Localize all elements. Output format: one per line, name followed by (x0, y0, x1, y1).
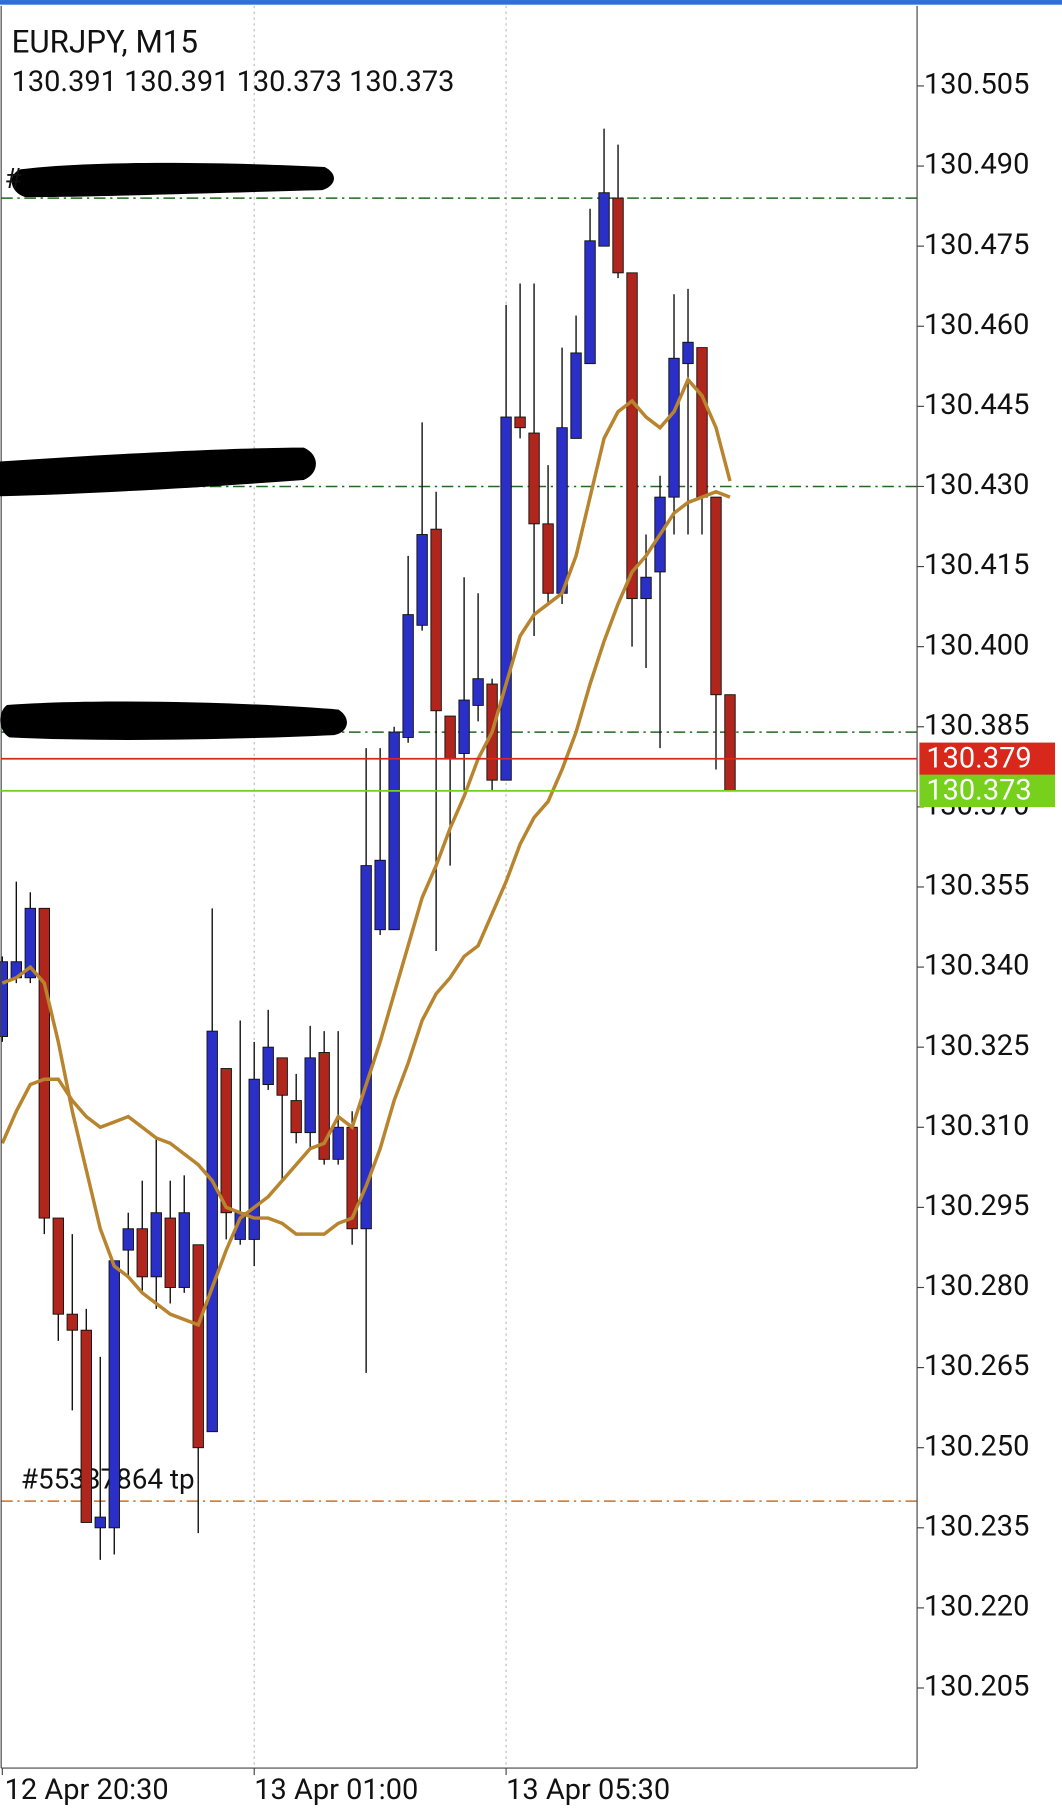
candle-body (626, 272, 638, 600)
candle-body (38, 907, 50, 1219)
y-tick-label: 130.385 (924, 708, 1029, 742)
candle-body (444, 715, 456, 760)
candle-body (0, 961, 8, 1037)
y-tick-label: 130.280 (924, 1269, 1029, 1303)
y-tick-label: 130.250 (924, 1429, 1029, 1463)
status-bar (0, 0, 1062, 5)
redaction-blob (11, 162, 334, 198)
candle-body (136, 1228, 148, 1278)
candle-body (416, 534, 428, 626)
redaction-blob (0, 701, 347, 740)
bid-label-box (919, 742, 1056, 776)
moving-average (0, 489, 731, 1236)
candle-body (570, 352, 582, 439)
candle-body (402, 614, 414, 738)
x-tick-label: 12 Apr 20:30 (5, 1773, 169, 1807)
plot-area: #55337864 tp (0, 5, 918, 1769)
candle-body (514, 416, 526, 429)
candle-body (304, 1057, 316, 1134)
ask-label: 130.373 (926, 774, 1031, 808)
candle-body (542, 523, 554, 594)
candle-body (206, 1030, 218, 1433)
candle-body (290, 1100, 302, 1134)
candle-body (164, 1217, 176, 1288)
y-tick-label: 130.235 (924, 1509, 1029, 1543)
y-tick-label: 130.310 (924, 1109, 1029, 1143)
candle-body (682, 341, 694, 365)
trade-level-label: #55337864 tp (21, 1463, 195, 1496)
candle-body (94, 1516, 106, 1529)
candle-body (668, 357, 680, 498)
candle-body (556, 427, 568, 594)
y-tick-label: 130.355 (924, 869, 1029, 903)
candle-body (332, 1126, 344, 1160)
candle-body (220, 1068, 232, 1214)
y-tick-label: 130.475 (924, 228, 1029, 262)
candle-body (24, 907, 36, 979)
candle-body (122, 1228, 134, 1251)
candle-body (500, 416, 512, 781)
candle-body (724, 694, 736, 792)
candle-body (472, 678, 484, 706)
candle-body (80, 1329, 92, 1523)
candle-body (388, 731, 400, 931)
candle-body (108, 1260, 120, 1529)
candle-body (262, 1046, 274, 1086)
y-tick-label: 130.400 (924, 628, 1029, 662)
x-tick-label: 13 Apr 01:00 (254, 1773, 418, 1807)
chart-title: EURJPY, M15 (12, 23, 198, 60)
candle-body (598, 192, 610, 247)
y-tick-label: 130.460 (924, 308, 1029, 342)
candle-body (248, 1078, 260, 1240)
candle-body (52, 1217, 64, 1315)
y-tick-label: 130.220 (924, 1590, 1029, 1624)
y-tick-label: 130.340 (924, 949, 1029, 983)
candle-body (150, 1212, 162, 1278)
candle-body (360, 865, 372, 1230)
y-tick-label: 130.445 (924, 388, 1029, 422)
x-tick-label: 13 Apr 05:30 (506, 1773, 670, 1807)
y-tick-label: 130.295 (924, 1189, 1029, 1223)
candle-body (458, 699, 470, 754)
candle-body (66, 1313, 78, 1331)
candle-body (178, 1212, 190, 1288)
candle-body (696, 347, 708, 498)
candle-body (374, 859, 386, 931)
candle-body (584, 240, 596, 365)
candle-body (318, 1052, 330, 1160)
y-tick-label: 130.325 (924, 1029, 1029, 1063)
ask-label-box (919, 774, 1056, 808)
candle-body (276, 1057, 288, 1096)
y-tick-label: 130.415 (924, 548, 1029, 582)
moving-average (1, 376, 732, 1328)
y-tick-label: 130.430 (924, 468, 1029, 502)
y-tick-label: 130.265 (924, 1349, 1029, 1383)
candle-body (640, 576, 652, 600)
candle-body (192, 1244, 204, 1449)
y-tick-label: 130.490 (924, 148, 1029, 182)
candle-body (430, 528, 442, 712)
candle-body (710, 496, 722, 696)
ohlc-readout: 130.391 130.391 130.373 130.373 (12, 65, 455, 99)
redactions: # (0, 162, 347, 740)
y-tick-label: 130.205 (924, 1670, 1029, 1704)
bid-label: 130.379 (926, 742, 1031, 776)
y-tick-label: 130.505 (924, 68, 1029, 102)
candle-body (612, 197, 624, 274)
level-label-fragment: # (5, 162, 22, 195)
redaction-blob (0, 447, 316, 497)
candle-body (528, 432, 540, 525)
